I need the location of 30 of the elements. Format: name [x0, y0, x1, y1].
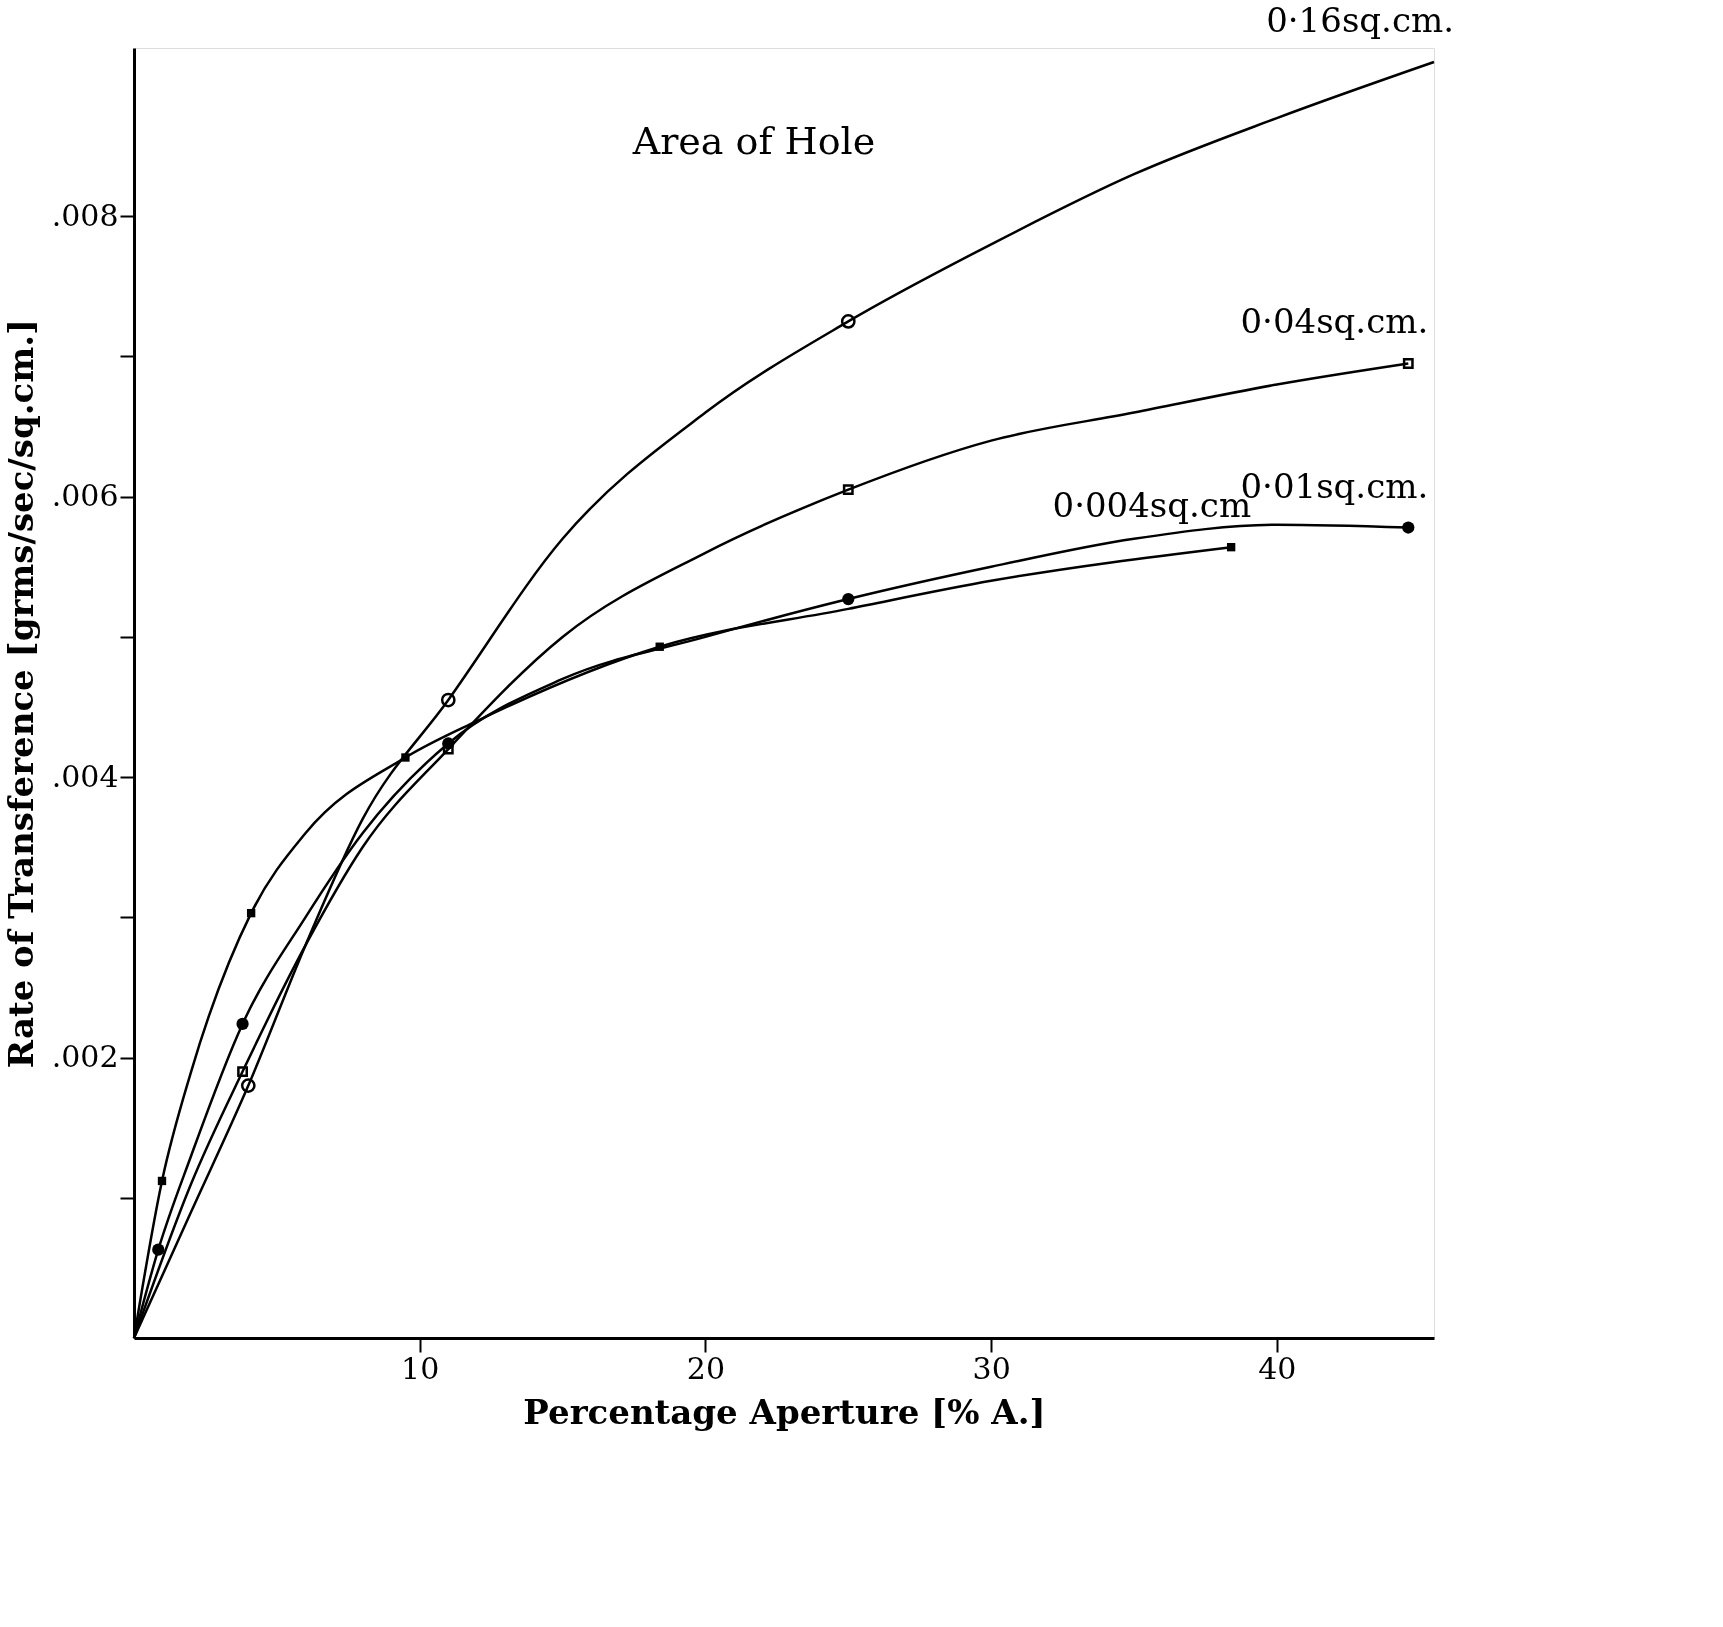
point — [442, 737, 455, 750]
series-label: 0·04sq.cm. — [1240, 301, 1429, 342]
point — [840, 314, 856, 329]
point — [236, 1017, 249, 1031]
point — [240, 1078, 256, 1093]
point — [655, 642, 664, 651]
legend-title: Area of Hole — [631, 119, 876, 163]
point — [157, 1176, 167, 1186]
point — [842, 592, 855, 606]
x-tick-label: 30 — [972, 1350, 1011, 1386]
x-tick-label: 10 — [401, 1350, 440, 1386]
point — [237, 1066, 249, 1078]
x-tick-label: 20 — [686, 1350, 726, 1386]
point — [152, 1243, 165, 1256]
point — [1402, 521, 1415, 534]
point — [1402, 358, 1414, 369]
point — [442, 743, 454, 755]
point — [401, 753, 410, 762]
point — [440, 692, 456, 708]
point — [842, 484, 854, 496]
x-tick-label: 40 — [1258, 1350, 1297, 1386]
x-axis-title: Percentage Aperture [% A.] — [523, 1391, 1046, 1432]
y-tick-label: .008 — [51, 197, 119, 233]
y-tick-label: .006 — [51, 478, 119, 514]
point — [246, 908, 256, 918]
y-axis-title: Rate of Transference [grms/sec/sq.cm.] — [0, 318, 41, 1069]
point — [1226, 542, 1236, 552]
series-label: 0·16sq.cm. — [1266, 0, 1454, 41]
y-tick-label: .002 — [51, 1039, 119, 1075]
y-tick-label: .004 — [51, 758, 119, 794]
